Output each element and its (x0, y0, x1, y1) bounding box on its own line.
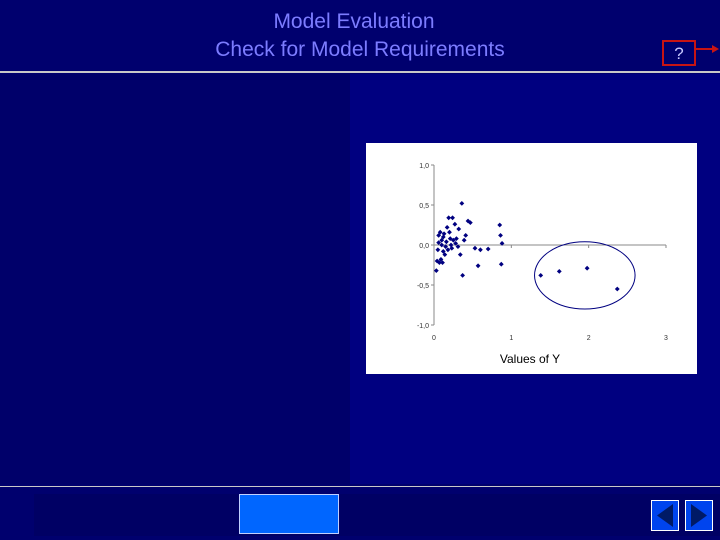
data-point (454, 236, 459, 241)
footer-bar (34, 494, 720, 536)
y-tick-label: -1,0 (417, 323, 429, 330)
data-point (452, 221, 458, 227)
data-point (614, 286, 620, 292)
help-button[interactable]: ? (662, 40, 696, 66)
help-label: ? (674, 44, 684, 63)
data-point (457, 252, 463, 257)
data-point (556, 269, 562, 274)
bottom-divider (0, 486, 720, 487)
y-tick-label: 1,0 (419, 163, 429, 170)
data-point (467, 220, 473, 225)
title-line-1: Model Evaluation (273, 10, 435, 33)
data-point (475, 263, 481, 269)
data-point (433, 268, 439, 273)
arrow-right-icon (696, 45, 719, 53)
data-point (442, 252, 448, 257)
data-point (450, 215, 455, 221)
home-button[interactable] (239, 494, 339, 534)
data-point (437, 229, 443, 235)
outlier-highlight-ellipse (534, 241, 636, 310)
y-axis-label: Residuals of Y (389, 186, 405, 270)
y-tick-label: 0,0 (419, 243, 429, 250)
y-tick-label: 0,5 (419, 203, 429, 210)
data-point (472, 245, 478, 251)
x-tick-label: 1 (509, 335, 513, 342)
data-point (498, 233, 503, 238)
data-point (453, 241, 459, 246)
x-tick-label: 0 (432, 335, 436, 342)
data-point (444, 225, 450, 230)
data-point (584, 265, 590, 271)
data-point (435, 247, 441, 253)
data-point (497, 222, 503, 228)
data-point (449, 245, 455, 251)
data-point (436, 233, 442, 238)
data-point (450, 237, 456, 243)
slide-title: Model Evaluation Check for Model Require… (0, 0, 720, 72)
x-axis-label: Values of Y (500, 352, 560, 366)
data-point (446, 215, 452, 221)
data-point (538, 273, 544, 278)
x-tick-label: 3 (664, 335, 668, 342)
data-point (440, 234, 446, 240)
data-point (463, 233, 469, 238)
residual-scatter-chart: 1,0 0,5 0,0 -0,5 -1,00 1 2 3 Values of Y (417, 163, 668, 366)
data-point (445, 247, 451, 253)
data-point (499, 241, 505, 246)
data-point (455, 244, 461, 249)
top-divider (0, 71, 720, 73)
data-point (443, 244, 448, 249)
data-point (443, 239, 449, 245)
next-slide-button[interactable] (685, 500, 713, 531)
left-panel (0, 74, 350, 484)
data-point (440, 260, 445, 265)
data-point (498, 261, 504, 267)
data-point (460, 273, 466, 278)
title-line-2: Check for Model Requirements (215, 38, 505, 61)
data-point (459, 201, 465, 206)
data-point (436, 240, 442, 245)
data-point (448, 242, 454, 248)
data-point (441, 231, 447, 237)
previous-slide-button[interactable] (651, 500, 679, 531)
chart-panel: 1,0 0,5 0,0 -0,5 -1,0 0 1 2 3 Values of Y (366, 143, 697, 374)
data-point (447, 236, 453, 241)
data-point (478, 247, 483, 253)
triangle-right-icon (691, 504, 707, 527)
triangle-left-icon (657, 504, 673, 527)
x-tick-label: 2 (587, 335, 591, 342)
y-tick-label: -0,5 (417, 283, 429, 290)
data-point (461, 237, 467, 243)
data-point (485, 246, 491, 252)
data-point (447, 229, 452, 235)
data-point (456, 226, 462, 232)
